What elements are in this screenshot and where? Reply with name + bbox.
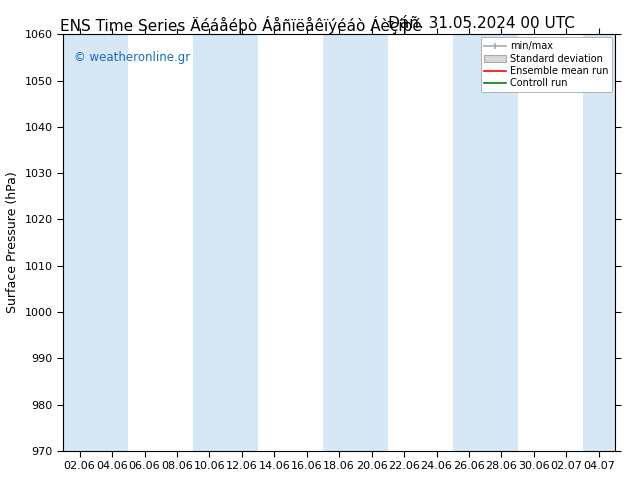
Bar bbox=[323, 34, 388, 451]
Bar bbox=[193, 34, 258, 451]
Legend: min/max, Standard deviation, Ensemble mean run, Controll run: min/max, Standard deviation, Ensemble me… bbox=[481, 37, 612, 92]
Bar bbox=[453, 34, 517, 451]
Text: ENS Time Series Äéáåéþò Áåñïëåêïýéáò Áèçíþé: ENS Time Series Äéáåéþò Áåñïëåêïýéáò Áèç… bbox=[60, 16, 422, 34]
Text: Đáñ. 31.05.2024 00 UTC: Đáñ. 31.05.2024 00 UTC bbox=[389, 16, 575, 31]
Text: © weatheronline.gr: © weatheronline.gr bbox=[74, 51, 191, 64]
Bar bbox=[583, 34, 615, 451]
Bar bbox=[63, 34, 128, 451]
Y-axis label: Surface Pressure (hPa): Surface Pressure (hPa) bbox=[6, 172, 19, 314]
